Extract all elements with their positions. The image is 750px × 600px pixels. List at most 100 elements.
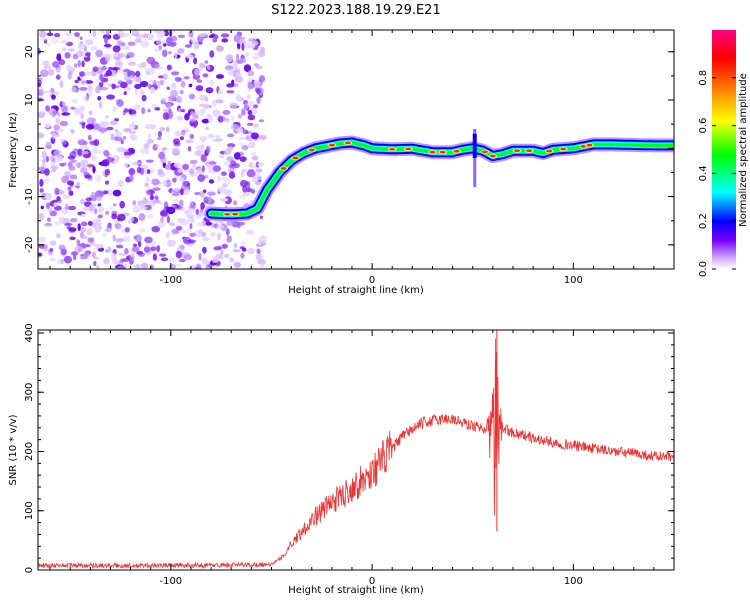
noise-blob <box>38 132 45 139</box>
noise-blob <box>123 91 127 96</box>
noise-blob <box>115 58 122 67</box>
noise-blob <box>140 203 145 211</box>
y-tick-label: 200 <box>24 442 35 461</box>
noise-blob <box>68 71 73 75</box>
noise-blob <box>64 222 73 226</box>
noise-blob <box>167 51 172 55</box>
noise-blob <box>208 179 215 184</box>
noise-blob <box>38 252 43 257</box>
noise-blob <box>45 192 52 201</box>
noise-blob <box>48 207 53 213</box>
noise-blob <box>81 150 89 155</box>
noise-blob <box>186 217 196 223</box>
noise-blob <box>171 147 180 154</box>
noise-blob <box>97 149 102 155</box>
noise-blob <box>167 160 171 166</box>
noise-blob <box>86 117 95 125</box>
noise-blob <box>218 89 224 95</box>
noise-blob <box>122 45 131 51</box>
noise-blob <box>209 232 216 237</box>
noise-blob <box>184 44 192 48</box>
noise-blob <box>253 63 260 67</box>
noise-blob <box>43 65 52 70</box>
noise-blob <box>157 168 164 176</box>
noise-blob <box>239 156 247 163</box>
noise-blob <box>205 145 211 154</box>
noise-blob <box>185 139 194 144</box>
noise-blob <box>107 246 112 253</box>
noise-blob <box>123 108 130 113</box>
noise-blob <box>53 202 58 208</box>
noise-blob <box>65 64 73 71</box>
noise-blob <box>105 210 110 215</box>
noise-blob <box>40 205 44 210</box>
noise-blob <box>93 248 99 252</box>
noise-blob <box>165 179 172 188</box>
noise-blob <box>132 205 141 213</box>
noise-blob <box>238 142 246 147</box>
noise-blob <box>44 168 50 176</box>
noise-blob <box>39 37 48 41</box>
noise-blob <box>103 257 110 265</box>
noise-blob <box>154 63 160 69</box>
noise-blob <box>230 115 235 121</box>
noise-blob <box>166 86 170 90</box>
noise-blob <box>134 88 138 96</box>
colorbar: 0.0 0.2 0.4 0.6 0.8 Normalized spectral ampl… <box>698 30 749 277</box>
noise-blob <box>146 189 156 196</box>
noise-blob <box>131 246 140 253</box>
noise-blob <box>198 229 204 234</box>
noise-blob <box>183 126 189 131</box>
noise-blob <box>177 34 186 38</box>
noise-blob <box>201 118 210 124</box>
noise-blob <box>154 195 159 200</box>
noise-blob <box>91 156 96 162</box>
noise-blob <box>118 179 124 187</box>
noise-blob <box>179 258 186 263</box>
noise-blob <box>116 147 125 153</box>
noise-blob <box>99 74 104 81</box>
noise-blob <box>129 134 138 141</box>
noise-blob <box>64 32 74 36</box>
noise-blob <box>242 129 249 135</box>
noise-blob <box>77 139 86 146</box>
ridge-hotspot-core <box>481 150 488 154</box>
noise-blob <box>209 79 215 86</box>
noise-blob <box>210 265 219 269</box>
noise-blob <box>246 122 254 126</box>
noise-blob <box>179 176 185 183</box>
noise-blob <box>118 252 127 257</box>
snr-frame <box>37 329 675 571</box>
noise-blob <box>117 53 126 58</box>
noise-blob <box>106 157 115 162</box>
noise-blob <box>56 74 61 80</box>
noise-blob <box>140 262 149 269</box>
noise-blob <box>247 81 255 90</box>
noise-blob <box>65 175 69 183</box>
noise-blob <box>102 232 107 238</box>
noise-blob <box>241 43 245 51</box>
noise-blob <box>129 175 134 182</box>
noise-blob <box>38 111 46 117</box>
noise-blob <box>165 231 171 239</box>
y-tick-label: -20 <box>24 237 35 253</box>
noise-blob <box>94 190 104 199</box>
noise-blob <box>45 155 49 163</box>
noise-blob <box>253 173 262 181</box>
noise-blob <box>98 126 107 133</box>
noise-blob <box>172 177 177 183</box>
noise-blob <box>202 237 210 241</box>
colorbar-label: Normalized spectral amplitude <box>738 73 749 227</box>
noise-blob <box>200 154 207 163</box>
noise-blob <box>162 112 170 120</box>
noise-blob <box>143 246 151 253</box>
noise-blob <box>72 53 79 60</box>
noise-blob <box>59 216 65 224</box>
noise-blob <box>46 42 51 47</box>
noise-blob <box>229 102 239 109</box>
noise-blob <box>173 199 180 204</box>
noise-blob <box>207 191 216 196</box>
noise-blob <box>127 41 136 46</box>
ridge-hotspot-core <box>586 143 593 147</box>
noise-blob <box>221 38 229 43</box>
